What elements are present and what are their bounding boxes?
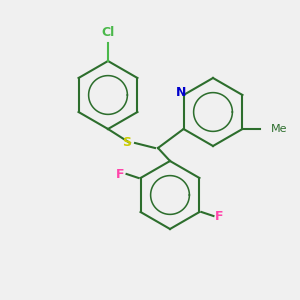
Text: F: F (116, 167, 125, 181)
Text: S: S (122, 136, 131, 149)
Text: Cl: Cl (101, 26, 115, 39)
Text: Me: Me (270, 124, 287, 134)
Text: N: N (176, 86, 187, 100)
Text: F: F (215, 209, 224, 223)
